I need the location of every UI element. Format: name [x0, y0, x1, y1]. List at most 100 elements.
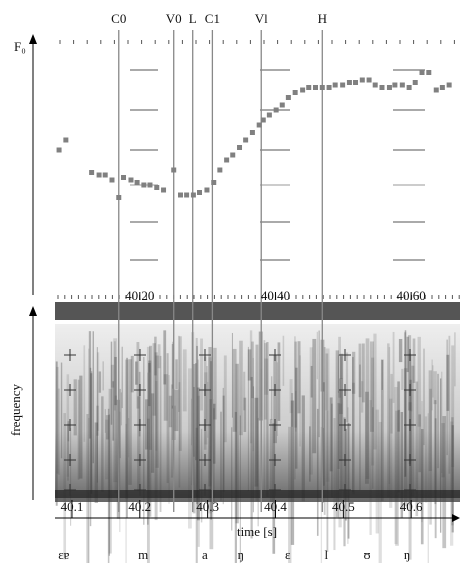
f0-point [399, 82, 405, 88]
f0-point [134, 180, 140, 185]
segment-label: a [202, 547, 208, 562]
spectrogram-texture [263, 340, 266, 492]
spectrogram-texture [272, 423, 276, 554]
x-tick-label: 40.6 [400, 499, 423, 514]
spectrogram-texture [352, 382, 355, 495]
f0-point [412, 80, 418, 85]
spectrogram-texture [144, 399, 149, 450]
f0-point [359, 77, 365, 83]
segment-label: l [325, 547, 329, 562]
spectrogram-texture [107, 408, 110, 563]
spectrogram-texture [372, 407, 374, 489]
spectrogram-texture [291, 393, 294, 427]
spectrogram-texture [200, 338, 203, 411]
spectrogram-texture [77, 379, 80, 480]
spectrogram-texture [446, 354, 450, 411]
f0-point [217, 167, 223, 173]
spectrogram-texture [401, 368, 404, 390]
spectrogram-texture [166, 353, 169, 484]
marker-label: V0 [166, 11, 182, 26]
spectrogram-texture [94, 422, 98, 504]
spectrogram-texture [105, 419, 109, 480]
spectrogram-texture [271, 376, 273, 420]
spectrogram-texture [252, 357, 254, 452]
spectrogram-texture [390, 373, 393, 434]
x-tick-label: 40.3 [196, 499, 219, 514]
spectrogram-texture [128, 418, 130, 458]
spectrogram-texture [310, 365, 313, 398]
f0-point [426, 70, 432, 75]
spectrogram-texture [137, 396, 141, 492]
spectrogram-texture [96, 347, 98, 483]
f0-point [285, 95, 291, 100]
arrow [452, 514, 460, 522]
spectrogram-texture [110, 341, 113, 425]
arrow [29, 34, 37, 44]
spectrogram-texture [151, 393, 155, 473]
spectrogram-texture [243, 397, 247, 432]
spectrogram-texture [338, 336, 341, 398]
spectrogram-texture [178, 335, 180, 412]
waveform-band [55, 302, 460, 320]
spectrogram-texture [67, 423, 69, 481]
spectrogram-texture [325, 353, 329, 411]
f0-point [154, 185, 160, 190]
spectrogram-texture [446, 339, 448, 456]
spectrogram-texture [204, 372, 208, 445]
spectrogram-texture [264, 358, 269, 395]
spectrogram-texture [347, 407, 349, 544]
spectrogram-texture [255, 344, 259, 502]
spectrogram-texture [333, 418, 336, 551]
segment-label: ŋ [404, 547, 410, 562]
spectrogram-texture [231, 332, 233, 418]
spectrogram-texture [423, 348, 425, 446]
spectrogram-texture [55, 361, 58, 506]
spectrogram-texture [220, 411, 222, 501]
spectrogram-texture [209, 399, 214, 550]
y-label: F₀ [14, 39, 26, 54]
f0-point [446, 82, 452, 88]
spectrogram-texture [316, 408, 319, 536]
spectrogram-texture [170, 384, 174, 478]
f0-point [147, 182, 153, 188]
spectrogram-texture [338, 390, 343, 461]
spectrogram-texture [154, 352, 158, 521]
f0-point [392, 82, 398, 88]
spectrogram-texture [223, 355, 227, 443]
spectrogram-texture [174, 389, 179, 432]
spectrogram-texture [175, 359, 178, 390]
f0-point [196, 190, 202, 195]
spectrogram-texture [119, 388, 121, 459]
spectrogram-texture [168, 395, 173, 428]
spectrogram-texture [371, 357, 375, 466]
f0-point [249, 130, 255, 135]
spectrogram-texture [282, 335, 285, 386]
spectrogram-texture [67, 421, 70, 442]
spectrogram-texture [101, 396, 104, 492]
segment-label: ʊ [363, 547, 370, 562]
spectrogram-texture [427, 413, 429, 563]
x-tick-label: 40.2 [128, 499, 151, 514]
spectrogram-texture [79, 375, 83, 479]
f0-point [184, 192, 190, 198]
spectrogram-texture [408, 353, 412, 465]
spectrogram-texture [326, 410, 329, 552]
f0-point [313, 85, 319, 90]
spectrogram-texture [192, 364, 196, 514]
spectrogram-texture [113, 341, 116, 411]
spectrogram-texture [188, 368, 192, 529]
spectrogram-texture [398, 338, 403, 363]
marker-label: H [318, 11, 327, 26]
spectrogram-texture [340, 356, 343, 380]
spectrogram-texture [360, 381, 364, 413]
spectrogram-texture [295, 367, 298, 469]
f0-point [273, 107, 279, 113]
spectrogram-texture [239, 415, 241, 563]
spectrogram-texture [403, 368, 408, 507]
spectrogram-texture [409, 379, 412, 506]
spectrogram-texture [312, 338, 317, 454]
f0-point [319, 85, 325, 90]
spectrogram-texture [157, 344, 161, 369]
spectrogram-texture [337, 402, 340, 469]
f0-point [326, 85, 332, 90]
